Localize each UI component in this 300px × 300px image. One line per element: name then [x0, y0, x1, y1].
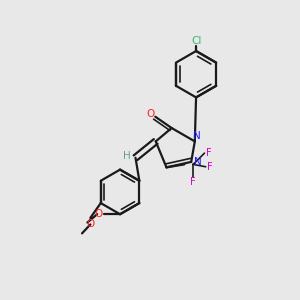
Text: N: N — [194, 157, 202, 167]
Text: Cl: Cl — [191, 36, 201, 46]
Text: F: F — [207, 162, 213, 172]
Text: N: N — [193, 131, 201, 141]
Text: O: O — [86, 219, 94, 229]
Text: H: H — [123, 151, 131, 161]
Text: F: F — [190, 177, 196, 187]
Text: F: F — [206, 148, 212, 158]
Text: O: O — [147, 110, 155, 119]
Text: O: O — [94, 208, 103, 219]
